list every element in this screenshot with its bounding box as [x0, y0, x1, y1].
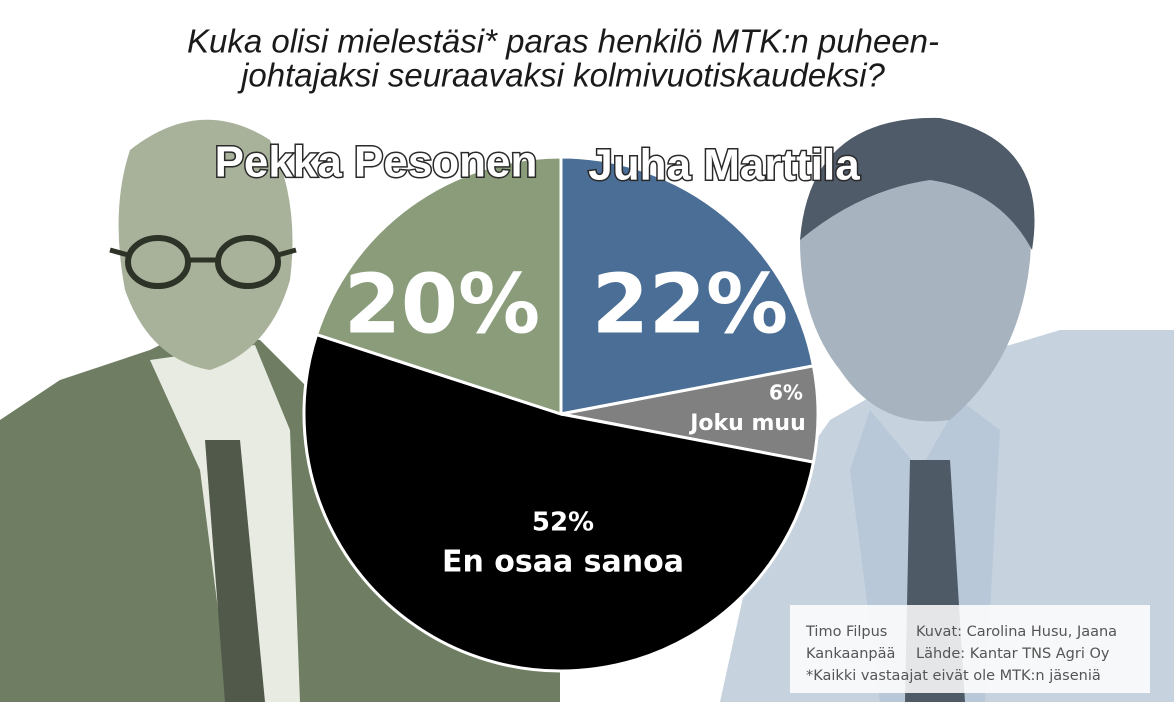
value-label: 6%	[769, 381, 803, 405]
credit-text: Lähde: Kantar TNS Agri Oy	[916, 646, 1110, 662]
value-label: 52%	[532, 508, 594, 538]
category-label: Pekka Pesonen	[215, 138, 538, 187]
chart-title: johtajaksi seuraavaksi kolmivuotiskaudek…	[237, 57, 885, 94]
pie-slice	[302, 332, 816, 673]
credit-text: Timo Filpus	[805, 624, 887, 640]
credits-box	[790, 605, 1150, 693]
category-label: Joku muu	[688, 411, 806, 436]
pie	[302, 155, 820, 673]
value-label: 22%	[592, 257, 788, 352]
pie-slice	[314, 155, 563, 417]
pie-slice	[559, 155, 816, 416]
chart-title: Kuka olisi mielestäsi* paras henkilö MTK…	[187, 23, 939, 60]
labels: Juha Marttila 22% Joku muu 6% En osaa sanoa 5…	[213, 136, 862, 580]
value-label: 20%	[344, 257, 540, 352]
category-label: Juha Marttila	[588, 141, 860, 190]
credit-text: *Kaikki vastaajat eivät ole MTK:n jäseni…	[806, 668, 1101, 684]
category-label: En osaa sanoa	[442, 545, 684, 580]
credit-text: Kankaanpää	[806, 646, 895, 662]
credit-text: Kuvat: Carolina Husu, Jaana	[916, 624, 1117, 640]
